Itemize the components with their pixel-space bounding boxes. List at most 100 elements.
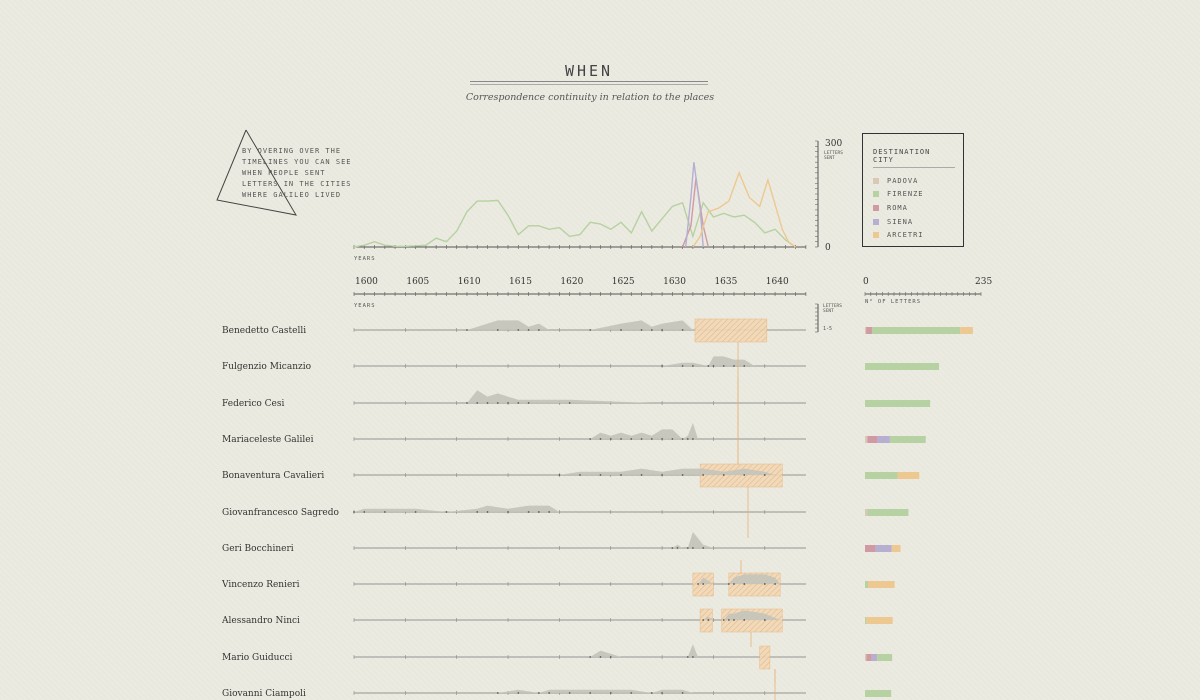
letter-dot [630,692,633,694]
letter-dot [743,583,746,585]
letter-dot [681,692,684,694]
person-name: Mario Guiducci [222,653,293,663]
legend-item-padova[interactable]: PADOVA [873,174,963,188]
letter-dot [383,511,386,513]
legend-label-roma: ROMA [887,203,908,212]
letter-dot [727,619,730,621]
letter-dot [486,402,489,404]
person-letters-area [354,505,560,512]
legend-swatch-padova [873,177,879,184]
year-tick-label: 1640 [766,277,789,287]
arcetri-period-highlight [759,645,771,670]
person-name: Fulgenzio Micanzio [222,362,311,372]
letter-dot [527,511,530,513]
letter-dot [466,329,468,331]
letter-dot [733,619,735,621]
letter-dot [681,438,684,440]
letter-dot [568,692,571,694]
person-name: Federico Cesi [222,399,284,409]
legend-item-arcetri[interactable]: ARCETRI [873,228,963,242]
letter-dot [661,438,663,440]
letters-bar-firenze [865,581,868,588]
letters-bar-firenze [867,509,909,516]
timeline-y-title-1: LETTERS [823,303,842,309]
letter-dot [517,329,520,331]
person-name: Giovanni Ciampoli [222,689,306,699]
legend-swatch-siena [873,218,879,225]
person-letters-area [698,574,781,584]
letter-dot [414,511,417,513]
letter-dot [507,402,509,404]
legend-swatch-arcetri [873,232,879,239]
legend-label-siena: SIENA [887,217,914,226]
letter-dot [743,619,746,621]
note-triangle [216,129,297,216]
person-letters-area [497,689,693,693]
letter-dot [671,547,674,549]
letter-dot [537,511,540,513]
arcetri-period-highlight [699,463,783,488]
timeline-y-title-2: SENT [823,308,834,314]
letter-dot [445,511,448,513]
letter-dot [579,474,581,476]
page-subtitle: Correspondence continuity in relation to… [465,92,715,103]
letter-dot [661,365,663,367]
legend-label-padova: PADOVA [887,176,919,185]
letter-dot [727,583,730,585]
legend-label-arcetri: ARCETRI [887,231,924,240]
letter-dot [609,656,612,658]
letters-bar-firenze [865,690,892,697]
legend-item-firenze[interactable]: FIRENZE [873,188,963,202]
letter-dot [774,583,776,585]
letter-dot [620,474,622,476]
letter-dot [527,329,530,331]
letters-bar-padova [865,327,867,334]
person-letters-area [590,644,698,657]
letter-dot [702,547,705,549]
letter-dot [589,656,592,658]
letter-dot [692,438,694,440]
legend-label-firenze: FIRENZE [887,190,924,199]
person-name: Vincenzo Renieri [221,580,300,590]
letter-dot [599,438,602,440]
letters-bar-firenze [871,327,961,334]
letter-dot [707,619,710,621]
person-name: Giovanfrancesco Sagredo [222,508,339,518]
letter-dot [686,547,689,549]
letter-dot [558,474,561,476]
legend-item-roma[interactable]: ROMA [873,201,963,215]
letter-dot [548,692,551,694]
letter-dot [517,402,520,404]
letters-bar-arcetri [867,581,895,588]
letter-dot [620,329,622,331]
letter-dot [640,474,643,476]
letter-dot [568,402,571,404]
letters-bar-siena [871,654,878,661]
letter-dot [507,511,509,513]
person-letters-area [672,532,714,548]
letter-dot [681,474,684,476]
letters-bar-arcetri [866,617,893,624]
letter-dot [661,474,663,476]
letter-dot [476,511,479,513]
letter-dot [650,692,653,694]
letter-dot [537,692,540,694]
timeline-scale-label: 1-5 [823,326,832,332]
destination-city-legend: DESTINATION CITY PADOVA FIRENZE ROMA SIENA A… [862,133,964,247]
letter-dot [640,438,643,440]
letter-dot [661,329,663,331]
letters-bar-firenze [865,363,940,370]
person-name: Geri Bocchineri [222,544,294,554]
series-line-firenze [353,199,796,248]
letter-dot [712,365,715,367]
letter-dot [743,365,746,367]
letter-dot [363,511,366,513]
letter-dot [692,365,694,367]
letter-dot [527,402,530,404]
letter-dot [722,474,725,476]
legend-item-siena[interactable]: SIENA [873,215,963,229]
letter-dot [733,583,735,585]
letters-bar-siena [875,545,892,552]
person-name: Alessandro Ninci [221,616,300,626]
letters-bar-firenze [865,617,867,624]
